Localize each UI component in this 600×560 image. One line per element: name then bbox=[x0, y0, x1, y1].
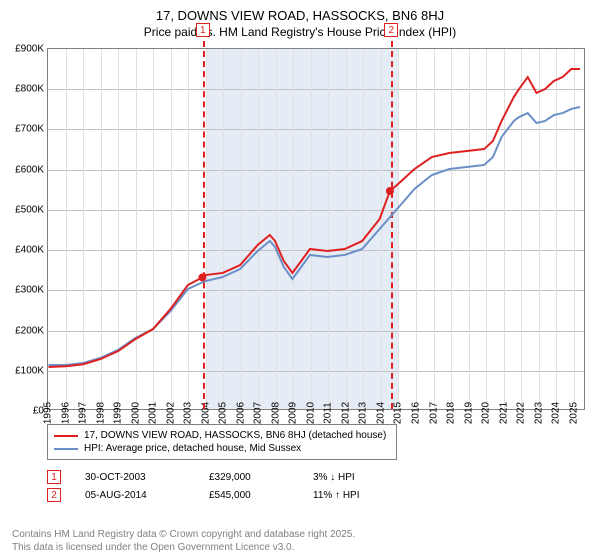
chart-title: 17, DOWNS VIEW ROAD, HASSOCKS, BN6 8HJ bbox=[0, 0, 600, 23]
sale-price: £329,000 bbox=[209, 472, 289, 483]
y-axis-label: £700K bbox=[15, 124, 44, 135]
y-axis-label: £500K bbox=[15, 204, 44, 215]
sales-table: 1 30-OCT-2003 £329,000 3% ↓ HPI 2 05-AUG-2014… bbox=[47, 468, 393, 504]
legend-label: 17, DOWNS VIEW ROAD, HASSOCKS, BN6 8HJ (… bbox=[84, 430, 386, 441]
sale-dot bbox=[386, 187, 394, 195]
chart-area: £0£100K£200K£300K£400K£500K£600K£700K£80… bbox=[47, 48, 585, 410]
sale-row: 2 05-AUG-2014 £545,000 11% ↑ HPI bbox=[47, 486, 393, 504]
sale-number: 1 bbox=[47, 470, 61, 484]
sale-marker-label: 1 bbox=[196, 23, 210, 37]
sale-row: 1 30-OCT-2003 £329,000 3% ↓ HPI bbox=[47, 468, 393, 486]
sale-marker-label: 2 bbox=[384, 23, 398, 37]
footer-line: Contains HM Land Registry data © Crown c… bbox=[12, 528, 355, 541]
legend-item: 17, DOWNS VIEW ROAD, HASSOCKS, BN6 8HJ (… bbox=[54, 429, 390, 442]
series-property bbox=[48, 69, 580, 367]
legend-label: HPI: Average price, detached house, Mid … bbox=[84, 443, 301, 454]
footer-line: This data is licensed under the Open Gov… bbox=[12, 541, 355, 554]
y-axis-label: £800K bbox=[15, 84, 44, 95]
y-axis-label: £900K bbox=[15, 44, 44, 55]
chart-subtitle: Price paid vs. HM Land Registry's House … bbox=[0, 23, 600, 39]
y-axis-label: £600K bbox=[15, 164, 44, 175]
footer-attribution: Contains HM Land Registry data © Crown c… bbox=[12, 528, 355, 554]
series-hpi bbox=[48, 107, 580, 365]
sale-diff: 11% ↑ HPI bbox=[313, 490, 393, 501]
y-axis-label: £400K bbox=[15, 245, 44, 256]
y-axis-label: £200K bbox=[15, 325, 44, 336]
chart-svg bbox=[48, 49, 584, 409]
sale-price: £545,000 bbox=[209, 490, 289, 501]
sale-diff: 3% ↓ HPI bbox=[313, 472, 393, 483]
y-axis-label: £100K bbox=[15, 365, 44, 376]
legend: 17, DOWNS VIEW ROAD, HASSOCKS, BN6 8HJ (… bbox=[47, 424, 397, 460]
legend-item: HPI: Average price, detached house, Mid … bbox=[54, 442, 390, 455]
legend-swatch bbox=[54, 448, 78, 450]
sale-date: 30-OCT-2003 bbox=[85, 472, 185, 483]
y-axis-label: £300K bbox=[15, 285, 44, 296]
sale-number: 2 bbox=[47, 488, 61, 502]
plot-area: £0£100K£200K£300K£400K£500K£600K£700K£80… bbox=[47, 48, 585, 410]
sale-date: 05-AUG-2014 bbox=[85, 490, 185, 501]
legend-swatch bbox=[54, 435, 78, 437]
sale-dot bbox=[198, 273, 206, 281]
